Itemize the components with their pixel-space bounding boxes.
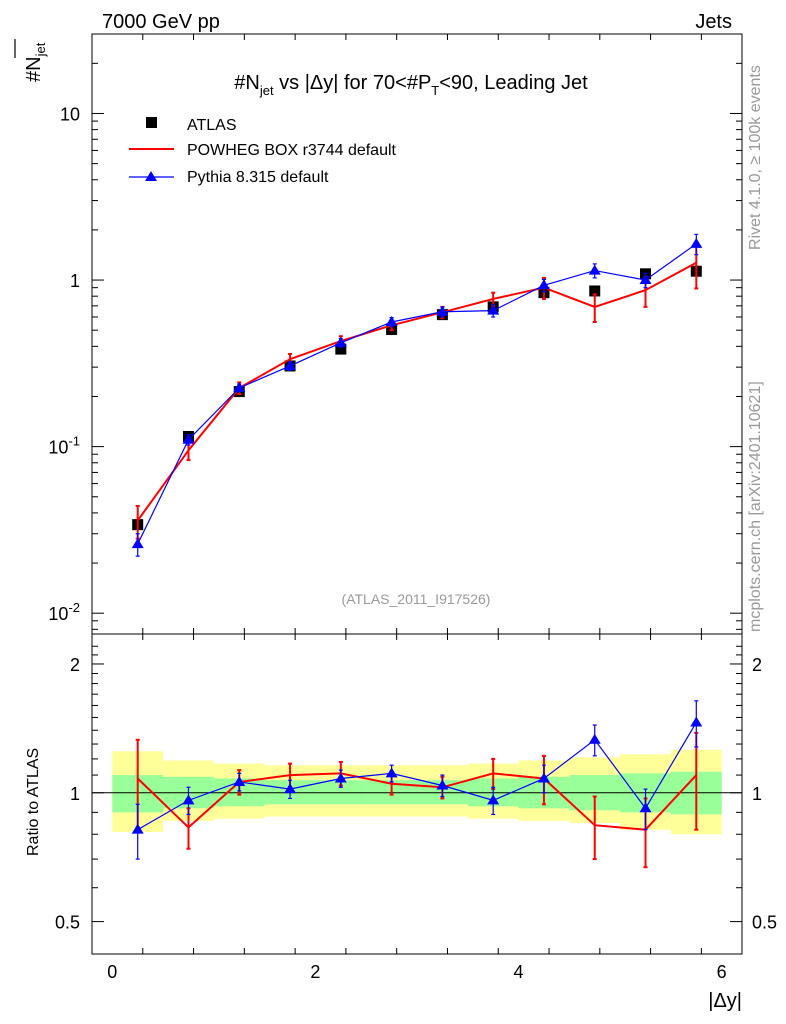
ratio-pythia-point (537, 772, 550, 783)
y-tick-exponent: -2 (68, 600, 80, 615)
mcplots-label: mcplots.cern.ch [arXiv:2401.10621] (747, 381, 764, 632)
ratio-pythia-point (436, 779, 449, 790)
ratio-pythia-point (131, 823, 144, 834)
pythia-point (537, 279, 550, 290)
x-tick-label: 4 (514, 962, 524, 982)
rivet-version-label: Rivet 4.1.0, ≥ 100k events (747, 65, 764, 250)
legend-atlas-label: ATLAS (187, 117, 237, 134)
ratio-y-tick-label: 0.5 (55, 913, 80, 933)
legend-atlas-marker (146, 117, 157, 128)
ratio-y-tick-label-right: 0.5 (752, 913, 777, 933)
analysis-watermark: (ATLAS_2011_I917526) (342, 591, 491, 607)
svg-text:mcplots.cern.ch [arXiv:2401.10: mcplots.cern.ch [arXiv:2401.10621] (747, 381, 764, 632)
ratio-bands (112, 749, 722, 835)
ratio-y-tick-label: 2 (70, 655, 80, 675)
ratio-pythia-point (385, 767, 398, 778)
legend-pythia-marker (145, 171, 157, 181)
title-part1: #N (234, 72, 260, 94)
ratio-pythia-point (639, 802, 652, 813)
title-part3: <90, Leading Jet (439, 72, 588, 94)
ratio-y-label: Ratio to ATLAS (25, 748, 42, 856)
x-tick-label: 0 (107, 962, 117, 982)
ratio-pythia-point (487, 794, 500, 805)
ratio-powheg-line (137, 772, 698, 831)
x-tick-label: 6 (717, 962, 727, 982)
main-series-layer (131, 233, 703, 557)
y-tick-label: 10 (60, 104, 80, 124)
svg-text:Rivet 4.1.0, ≥ 100k events: Rivet 4.1.0, ≥ 100k events (747, 65, 764, 250)
ratio-pythia-point (588, 733, 601, 744)
ratio-pythia-point (182, 794, 195, 805)
ratio-series-layer (131, 700, 703, 869)
powheg-line (136, 261, 697, 522)
plot-title: #Njet vs |Δy| for 70<#PT<90, Leading Jet (234, 72, 588, 98)
ratio-frame (91, 633, 743, 955)
pythia-point (588, 264, 601, 275)
x-axis-label: |Δy| (708, 990, 742, 1012)
legend: ATLAS POWHEG BOX r3744 default Pythia 8.… (129, 117, 397, 186)
header-jets-label: Jets (695, 11, 732, 33)
header-energy-label: 7000 GeV pp (102, 11, 220, 33)
y-tick-base: 10 (60, 104, 80, 124)
title-sub2: T (431, 83, 439, 98)
y-tick-label: 10-2 (48, 600, 80, 624)
pythia-point (284, 359, 297, 370)
y-tick-base: 1 (70, 271, 80, 291)
x-tick-label: 2 (310, 962, 320, 982)
pythia-point (487, 304, 500, 315)
ratio-pythia-point (284, 783, 297, 794)
svg-text:#Njet: #Njet (23, 42, 48, 82)
svg-text:Ratio to ATLAS: Ratio to ATLAS (25, 748, 42, 856)
legend-powheg-label: POWHEG BOX r3744 default (187, 142, 397, 159)
pythia-point (385, 315, 398, 326)
pythia-line (137, 243, 697, 545)
ratio-panel: 0.5 0.5 1 1 2 2 (55, 633, 777, 955)
ratio-axis-ticks: 0.5 0.5 1 1 2 2 (55, 634, 777, 954)
ratio-pythia-point (334, 772, 347, 783)
ratio-y-tick-label-right: 1 (752, 784, 762, 804)
ratio-pythia-point (233, 775, 246, 786)
ratio-y-tick-label: 1 (70, 784, 80, 804)
atlas-point (335, 343, 347, 355)
y-tick-exponent: -1 (68, 434, 80, 449)
ratio-pythia-point (690, 716, 703, 727)
y-axis-label-main: #N (23, 56, 45, 82)
y-tick-label: 1 (70, 271, 80, 291)
legend-pythia-label: Pythia 8.315 default (187, 169, 329, 186)
pythia-point (233, 381, 246, 392)
pythia-point (639, 274, 652, 285)
x-tick-labels: 0 2 4 6 (107, 962, 726, 982)
ratio-pythia-line (137, 722, 697, 831)
pythia-point (334, 336, 347, 347)
y-tick-base: 10 (48, 438, 68, 458)
atlas-point (589, 285, 601, 297)
y-tick-base: 10 (48, 604, 68, 624)
y-tick-label: 10-1 (48, 434, 80, 458)
pythia-point (436, 305, 449, 316)
pythia-point (131, 538, 144, 549)
y-axis-label: #Njet (23, 42, 48, 82)
title-part2: vs |Δy| for 70<#P (274, 72, 432, 94)
ratio-y-tick-label-right: 2 (752, 655, 762, 675)
pythia-point (690, 237, 703, 248)
title-sub1: jet (259, 83, 274, 98)
pythia-point (182, 433, 195, 444)
y-axis-label-sub: jet (33, 42, 48, 57)
